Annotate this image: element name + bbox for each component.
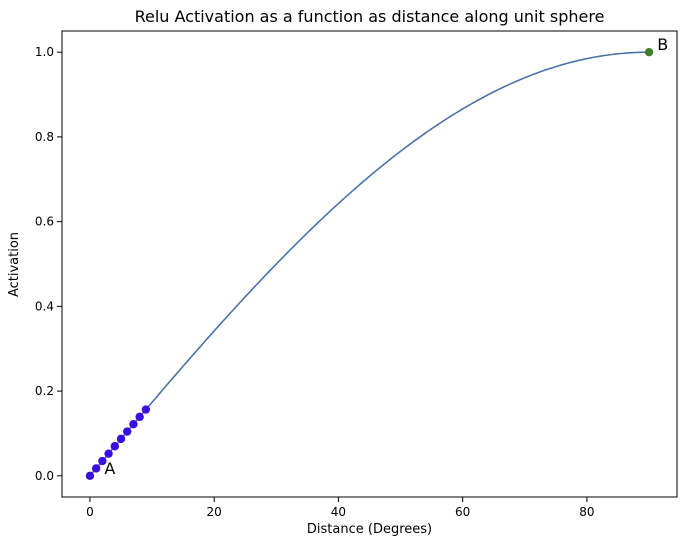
y-tick-label-0: 0.0 (35, 469, 54, 483)
y-tick-label-4: 0.8 (35, 130, 54, 144)
x-axis-label: Distance (Degrees) (307, 522, 432, 537)
y-tick-label-5: 1.0 (35, 45, 54, 59)
series-line (89, 51, 650, 477)
data-point-start-2 (98, 456, 107, 466)
data-point-start-6 (123, 427, 132, 436)
x-tick-label-60: 60 (455, 505, 470, 519)
data-point-start-3 (104, 449, 113, 458)
y-tick-label-3: 0.6 (35, 215, 54, 229)
y-axis-label: Activation (7, 232, 22, 297)
x-tick-label-20: 20 (207, 505, 222, 519)
data-point-end (644, 47, 654, 57)
y-tick-label-2: 0.4 (35, 299, 54, 313)
x-tick-label-40: 40 (331, 505, 346, 519)
data-point-start-4 (110, 442, 120, 451)
data-point-start-7 (129, 419, 138, 429)
annotation-a: A (104, 459, 115, 478)
y-tick-label-1: 0.2 (35, 384, 54, 398)
chart-title: Relu Activation as a function as distanc… (135, 7, 605, 26)
plot-area: A B 0 20 40 60 80 0.0 0.2 0.4 0.6 0.8 1.0 (35, 30, 678, 519)
data-point-start-0 (85, 471, 95, 481)
x-tick-label-80: 80 (579, 505, 594, 519)
data-point-start-9 (141, 405, 151, 414)
x-tick-label-0: 0 (86, 505, 94, 519)
data-point-start-5 (116, 434, 126, 444)
annotation-b: B (657, 35, 668, 54)
plot-frame (61, 30, 678, 498)
data-point-start-8 (135, 412, 144, 422)
data-point-start-1 (91, 464, 101, 473)
